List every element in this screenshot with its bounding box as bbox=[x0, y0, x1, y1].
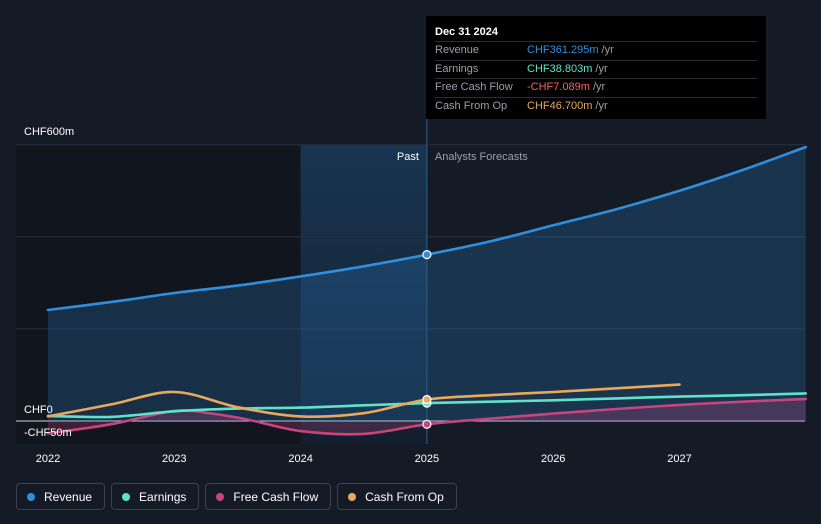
tooltip: Dec 31 2024 Revenue CHF361.295m /yr Earn… bbox=[426, 16, 766, 119]
tooltip-row-value: CHF38.803m bbox=[527, 62, 593, 75]
tooltip-row-name: Earnings bbox=[435, 62, 479, 75]
y-axis-label-zero: CHF0 bbox=[24, 404, 53, 416]
legend-label: Earnings bbox=[139, 489, 187, 504]
x-tick-label: 2026 bbox=[541, 453, 565, 465]
y-axis-label-top: CHF600m bbox=[24, 126, 74, 138]
tooltip-row-revenue: Revenue CHF361.295m /yr bbox=[435, 41, 757, 60]
legend-item-earnings[interactable]: Earnings bbox=[111, 483, 200, 510]
tooltip-row-free-cash-flow: Free Cash Flow -CHF7.089m /yr bbox=[435, 78, 757, 97]
forecast-label: Analysts Forecasts bbox=[435, 151, 528, 163]
cash-from-op-line bbox=[46, 383, 681, 419]
tooltip-date: Dec 31 2024 bbox=[435, 26, 498, 38]
tooltip-row-name: Cash From Op bbox=[435, 99, 508, 112]
highlight-band bbox=[300, 145, 427, 444]
tooltip-row-unit: /yr bbox=[601, 44, 614, 56]
legend-label: Free Cash Flow bbox=[233, 489, 319, 504]
earnings-dot-icon bbox=[122, 492, 131, 501]
x-tick-label: 2022 bbox=[36, 453, 60, 465]
legend-item-cash-from-op[interactable]: Cash From Op bbox=[337, 483, 457, 510]
legend-label: Cash From Op bbox=[365, 489, 444, 504]
tooltip-row-name: Revenue bbox=[435, 44, 480, 56]
tooltip-row-value: CHF361.295m bbox=[527, 44, 599, 56]
free-cash-flow-marker bbox=[422, 419, 432, 429]
legend-item-revenue[interactable]: Revenue bbox=[16, 483, 106, 510]
cash-from-op-marker bbox=[422, 394, 432, 405]
y-axis-label-negative: -CHF50m bbox=[24, 427, 72, 439]
cash-from-op-dot-icon bbox=[348, 492, 357, 501]
x-tick-label: 2023 bbox=[162, 453, 186, 465]
legend-item-free-cash-flow[interactable]: Free Cash Flow bbox=[205, 483, 332, 510]
tooltip-row-value: -CHF7.089m bbox=[527, 81, 590, 93]
x-tick-label: 2025 bbox=[415, 453, 439, 465]
x-tick-label: 2027 bbox=[667, 453, 691, 465]
hover-markers bbox=[422, 250, 432, 429]
x-axis-ticks: 2022 2023 2024 2025 2026 2027 bbox=[36, 453, 692, 465]
tooltip-row-name: Free Cash Flow bbox=[435, 81, 513, 93]
past-label: Past bbox=[397, 151, 419, 163]
revenue-dot-icon bbox=[27, 492, 35, 501]
tooltip-row-unit: /yr bbox=[595, 62, 608, 75]
legend: Revenue Earnings Free Cash Flow Cash Fro… bbox=[16, 483, 457, 512]
tooltip-row-cash-from-op: Cash From Op CHF46.700m /yr bbox=[435, 96, 757, 116]
gridlines bbox=[16, 144, 805, 422]
free-cash-flow-dot-icon bbox=[216, 492, 225, 501]
x-tick-label: 2024 bbox=[288, 453, 312, 465]
tooltip-row-earnings: Earnings CHF38.803m /yr bbox=[435, 59, 757, 79]
tooltip-row-unit: /yr bbox=[592, 81, 606, 93]
tooltip-row-unit: /yr bbox=[595, 99, 608, 112]
legend-label: Revenue bbox=[44, 489, 93, 504]
revenue-marker bbox=[422, 250, 432, 260]
tooltip-row-value: CHF46.700m bbox=[527, 99, 593, 112]
